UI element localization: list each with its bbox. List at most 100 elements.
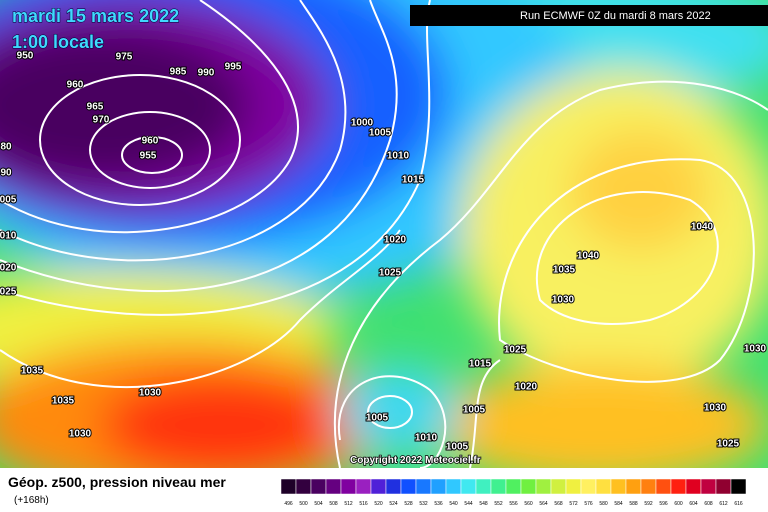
isobar [337, 375, 447, 469]
colorbar-label: 564 [539, 501, 548, 507]
isobar [0, 0, 347, 262]
colorbar-swatch [385, 478, 402, 495]
legend-title: Géop. z500, pression niveau mer [8, 474, 226, 490]
isobar-label: 010 [0, 231, 17, 242]
colorbar-swatch [325, 478, 342, 495]
colorbar-swatch [310, 478, 327, 495]
colorbar-label: 524 [389, 501, 398, 507]
colorbar-label: 544 [464, 501, 473, 507]
isobar-label: 1025 [379, 268, 402, 279]
colorbar-label: 580 [599, 501, 608, 507]
isobar-label: 1010 [387, 151, 410, 162]
colorbar-label: 600 [674, 501, 683, 507]
isobar-label: 020 [0, 263, 17, 274]
colorbar-label: 584 [614, 501, 623, 507]
colorbar-label: 556 [509, 501, 518, 507]
isobar-label: 1035 [553, 265, 576, 276]
isobar-label: 990 [198, 68, 215, 79]
isobar-label: 1030 [552, 295, 575, 306]
isobar-label: 1030 [139, 388, 162, 399]
colorbar-label: 572 [569, 501, 578, 507]
isobar-label: 970 [93, 115, 110, 126]
colorbar-swatch [580, 478, 597, 495]
isobar-label: 965 [87, 102, 104, 113]
isobar-label: 1035 [21, 366, 44, 377]
colorbar-swatch [685, 478, 702, 495]
colorbar-swatch [280, 478, 297, 495]
colorbar-swatch [400, 478, 417, 495]
isobar-label: 1025 [717, 439, 740, 450]
colorbar-swatch [535, 478, 552, 495]
isobar-label: 975 [116, 52, 133, 63]
colorbar-swatch [370, 478, 387, 495]
field-blob [430, 365, 768, 485]
colorbar-label: 504 [314, 501, 323, 507]
map-field [0, 0, 768, 500]
isobar-label: 1015 [402, 175, 425, 186]
isobar-label: 1000 [351, 118, 374, 129]
isobar-label: 1020 [515, 382, 538, 393]
colorbar-label: 500 [299, 501, 308, 507]
isobar-label: 1030 [704, 403, 727, 414]
colorbar-swatch [295, 478, 312, 495]
colorbar-swatch [610, 478, 627, 495]
colorbar-swatch [415, 478, 432, 495]
date: mardi 15 mars 2022 [12, 6, 179, 26]
colorbar-label: 616 [734, 501, 743, 507]
colorbar-label: 528 [404, 501, 413, 507]
colorbar-swatch [565, 478, 582, 495]
colorbar-label: 548 [479, 501, 488, 507]
colorbar-swatch [640, 478, 657, 495]
colorbar-label: 576 [584, 501, 593, 507]
colorbar-label: 568 [554, 501, 563, 507]
colorbar-label: 560 [524, 501, 533, 507]
colorbar-swatch [700, 478, 717, 495]
isobar-label: 005 [0, 195, 17, 206]
isobar [39, 74, 241, 206]
colorbar-label: 508 [329, 501, 338, 507]
isobar-label: 1040 [691, 222, 714, 233]
isobar [469, 359, 501, 469]
colorbar-swatch [670, 478, 687, 495]
isobar-label: 1005 [463, 405, 486, 416]
isobar [0, 0, 398, 293]
isobar-label: 960 [67, 80, 84, 91]
colorbar-label: 552 [494, 501, 503, 507]
colorbar-swatch [505, 478, 522, 495]
isobar-label: 1005 [446, 442, 469, 453]
colorbar-swatch [430, 478, 447, 495]
colorbar-swatch [340, 478, 357, 495]
colorbar-swatch [595, 478, 612, 495]
isobar-label: 960 [142, 136, 159, 147]
colorbar-label: 516 [359, 501, 368, 507]
isobar [0, 0, 299, 234]
colorbar-swatch [730, 478, 747, 495]
colorbar-label: 512 [344, 501, 353, 507]
colorbar-swatch [520, 478, 537, 495]
isobar-label: 90 [0, 168, 12, 179]
isobar [0, 0, 431, 316]
colorbar-swatch [550, 478, 567, 495]
isobar-label: 955 [140, 151, 157, 162]
isobar [367, 395, 413, 429]
colorbar-label: 540 [449, 501, 458, 507]
run-box [410, 5, 768, 26]
isobar [89, 111, 211, 189]
colorbar-swatch [460, 478, 477, 495]
isobar [498, 158, 755, 383]
time: 1:00 locale [12, 32, 104, 52]
colorbar-swatch [655, 478, 672, 495]
isobar-label: 80 [0, 142, 12, 153]
colorbar-label: 604 [689, 501, 698, 507]
isobar-label: 1015 [469, 359, 492, 370]
isobar-label: 1010 [415, 433, 438, 444]
isobar-label: 1025 [504, 345, 527, 356]
isobar-label: 1035 [52, 396, 75, 407]
colorbar-label: 520 [374, 501, 383, 507]
field-blob [100, 375, 340, 475]
isobar-label: 950 [17, 51, 34, 62]
colorbar-label: 496 [284, 501, 293, 507]
